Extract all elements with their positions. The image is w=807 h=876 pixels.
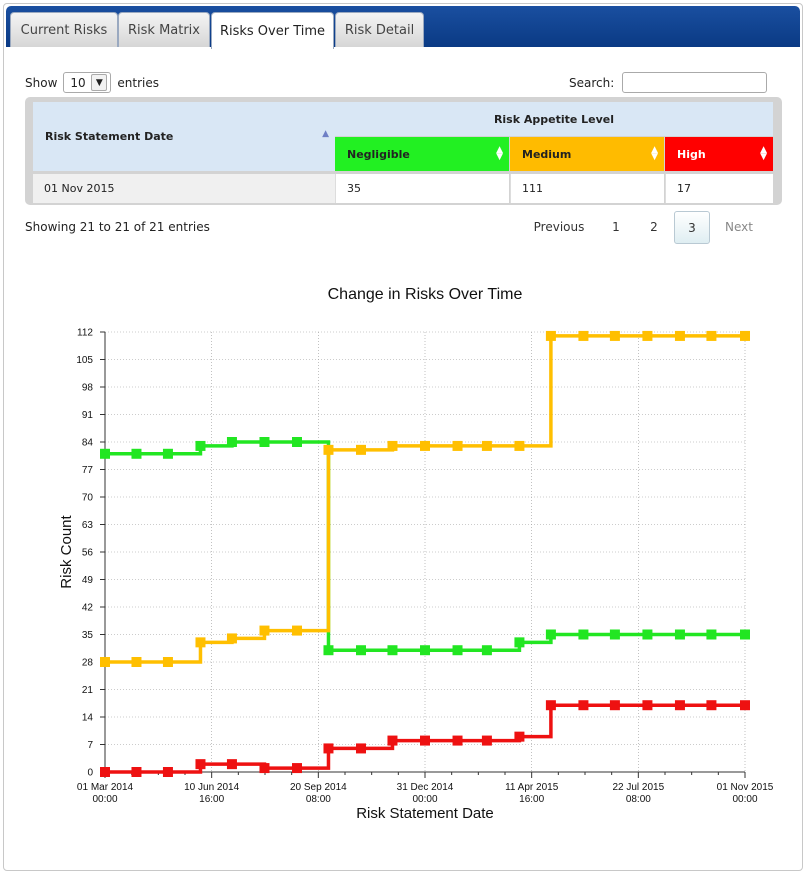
page-2-button[interactable]: 2 <box>650 219 658 234</box>
header-medium[interactable]: Medium ▲ ▼ <box>510 137 664 171</box>
header-negligible-label: Negligible <box>347 147 410 161</box>
header-high-label: High <box>677 147 706 161</box>
entries-select[interactable]: 10 ▼ <box>63 72 112 93</box>
cell-date: 01 Nov 2015 <box>33 174 335 203</box>
sort-icon: ▲ ▼ <box>496 145 503 162</box>
sort-asc-icon: ▲ <box>322 129 329 139</box>
header-high[interactable]: High ▲ ▼ <box>665 137 773 171</box>
entries-label: entries <box>117 75 159 90</box>
header-negligible[interactable]: Negligible ▲ ▼ <box>335 137 509 171</box>
search-input[interactable] <box>622 72 768 93</box>
table-info: Showing 21 to 21 of 21 entries <box>25 220 210 234</box>
tab-risk-detail[interactable]: Risk Detail <box>335 12 424 47</box>
entries-select-value: 10 <box>70 75 86 90</box>
show-label: Show <box>25 75 58 90</box>
page-1-button[interactable]: 1 <box>612 219 620 234</box>
chevron-down-icon: ▼ <box>91 74 108 91</box>
tab-bar: Current Risks Risk Matrix Risks Over Tim… <box>6 6 800 49</box>
search-control: Search: <box>569 72 768 93</box>
header-risk-statement-date[interactable]: Risk Statement Date ▲ <box>33 102 335 171</box>
cell-medium: 111 <box>510 174 664 203</box>
header-medium-label: Medium <box>522 147 572 161</box>
sort-icon: ▲ ▼ <box>760 145 767 162</box>
entries-control: Show 10 ▼ entries <box>25 72 159 93</box>
search-label: Search: <box>569 75 615 90</box>
cell-high: 17 <box>665 174 773 203</box>
tab-risks-over-time[interactable]: Risks Over Time <box>211 12 334 49</box>
header-risk-appetite-level: Risk Appetite Level <box>335 102 773 136</box>
sort-icon: ▲ ▼ <box>651 145 658 162</box>
tab-current-risks[interactable]: Current Risks <box>10 12 118 47</box>
header-date-label: Risk Statement Date <box>45 130 174 143</box>
cell-negligible: 35 <box>335 174 509 203</box>
next-button[interactable]: Next <box>725 219 753 234</box>
tab-risk-matrix[interactable]: Risk Matrix <box>118 12 210 47</box>
page-3-button[interactable]: 3 <box>674 211 710 244</box>
previous-button[interactable]: Previous <box>533 219 585 234</box>
